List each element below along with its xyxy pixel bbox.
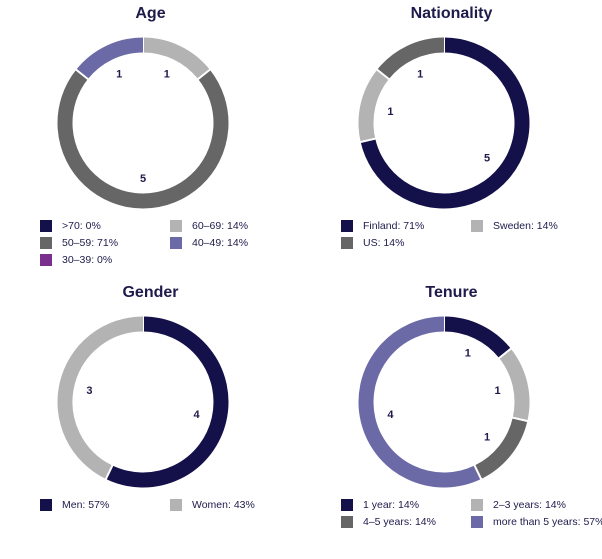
- slice-count-label: 1: [164, 68, 170, 80]
- slice-count-label: 5: [140, 173, 146, 185]
- legend-swatch: [40, 499, 52, 511]
- donut-slice-2-3-years: [498, 348, 530, 422]
- chart-panel-age: Age 1 5 1 >70: 0% 60–69: 14% 50–59: 71% 40–49…: [0, 0, 301, 271]
- slice-count-label: 1: [495, 385, 501, 397]
- legend-swatch: [471, 516, 483, 528]
- donut-slice-sweden: [358, 69, 390, 143]
- chart-legend: 1 year: 14% 2–3 years: 14% 4–5 years: 14% m…: [341, 499, 602, 559]
- legend-swatch: [170, 220, 182, 232]
- legend-label: 1 year: 14%: [363, 499, 420, 511]
- legend-item-women: Women: 43%: [170, 499, 255, 511]
- legend-swatch: [471, 220, 483, 232]
- legend-label: Women: 43%: [192, 499, 255, 511]
- chart-title: Gender: [122, 284, 179, 301]
- legend-label: 2–3 years: 14%: [493, 499, 566, 511]
- slice-separator: [473, 464, 483, 480]
- slice-count-label: 5: [484, 152, 490, 164]
- slice-count-label: 1: [387, 106, 393, 118]
- donut-slice-4-5-years: [474, 417, 528, 480]
- chart-legend: Finland: 71% Sweden: 14% US: 14%: [341, 220, 601, 280]
- chart-legend: >70: 0% 60–69: 14% 50–59: 71% 40–49: 14% 30–…: [40, 220, 300, 280]
- donut-chart: 5 1 1: [358, 37, 530, 209]
- legend-swatch: [471, 499, 483, 511]
- legend-label: 60–69: 14%: [192, 220, 249, 232]
- legend-item-more-than-5-years: more than 5 years: 57%: [471, 516, 602, 528]
- legend-swatch: [170, 237, 182, 249]
- legend-item-1-year: 1 year: 14%: [341, 499, 419, 511]
- donut-slice-more-than-5-years: [358, 316, 482, 488]
- donut-slice-finland: [360, 37, 530, 209]
- chart-title: Tenure: [425, 284, 478, 301]
- legend-swatch: [40, 220, 52, 232]
- donut-slice-men: [105, 316, 229, 488]
- legend-swatch: [341, 516, 353, 528]
- legend-swatch: [341, 220, 353, 232]
- legend-label: Sweden: 14%: [493, 220, 558, 232]
- donut-chart: 43: [57, 316, 229, 488]
- donut-slice-1-year: [443, 316, 511, 359]
- slice-separator: [75, 68, 89, 81]
- chart-panel-tenure: Tenure 1 1 1 4 1 year: 14% 2–3 years: 14% 4–5…: [301, 279, 602, 550]
- legend-label: US: 14%: [363, 237, 405, 249]
- legend-label: Finland: 71%: [363, 220, 425, 232]
- donut-slice-women: [57, 316, 144, 480]
- legend-label: 4–5 years: 14%: [363, 516, 436, 528]
- chart-legend: Men: 57% Women: 43%: [40, 499, 300, 559]
- slice-count-label: 4: [194, 409, 201, 421]
- legend-item-40-49: 40–49: 14%: [170, 237, 248, 249]
- legend-item-2-3-years: 2–3 years: 14%: [471, 499, 566, 511]
- donut-slice-50-59: [57, 69, 229, 209]
- slice-separator: [359, 137, 376, 144]
- legend-item-finland: Finland: 71%: [341, 220, 424, 232]
- legend-label: 30–39: 0%: [62, 254, 113, 266]
- slice-count-label: 1: [116, 68, 122, 80]
- legend-swatch: [40, 254, 52, 266]
- slice-separator: [498, 347, 512, 360]
- legend-item-50-59: 50–59: 71%: [40, 237, 118, 249]
- slice-separator: [104, 464, 114, 480]
- legend-label: 40–49: 14%: [192, 237, 249, 249]
- chart-panel-nationality: Nationality 5 1 1 Finland: 71% Sweden: 14% U…: [301, 0, 602, 271]
- donut-slice-40-49: [76, 37, 144, 80]
- chart-title: Nationality: [410, 5, 493, 22]
- slice-separator: [512, 416, 529, 423]
- legend-label: 50–59: 71%: [62, 237, 119, 249]
- slice-count-label: 3: [86, 385, 92, 397]
- legend-item-sweden: Sweden: 14%: [471, 220, 558, 232]
- legend-item-30-39: 30–39: 0%: [40, 254, 112, 266]
- donut-chart: 1 1 1 4: [358, 316, 530, 488]
- donut-slice-us: [377, 37, 445, 80]
- slice-count-label: 1: [417, 68, 423, 80]
- legend-label: Men: 57%: [62, 499, 110, 511]
- legend-item-60-69: 60–69: 14%: [170, 220, 248, 232]
- donut-chart: 1 5 1: [57, 37, 229, 209]
- donut-slice-60-69: [142, 37, 210, 80]
- legend-swatch: [170, 499, 182, 511]
- slice-count-label: 1: [465, 347, 471, 359]
- slice-count-label: 4: [387, 409, 394, 421]
- legend-item-70: >70: 0%: [40, 220, 101, 232]
- legend-item-men: Men: 57%: [40, 499, 109, 511]
- slice-separator: [197, 68, 211, 81]
- slice-separator: [376, 68, 390, 81]
- legend-item-4-5-years: 4–5 years: 14%: [341, 516, 436, 528]
- legend-swatch: [40, 237, 52, 249]
- legend-item-us: US: 14%: [341, 237, 404, 249]
- legend-swatch: [341, 499, 353, 511]
- chart-title: Age: [135, 5, 166, 22]
- legend-label: more than 5 years: 57%: [493, 516, 602, 528]
- slice-count-label: 1: [484, 431, 490, 443]
- legend-swatch: [341, 237, 353, 249]
- legend-label: >70: 0%: [62, 220, 101, 232]
